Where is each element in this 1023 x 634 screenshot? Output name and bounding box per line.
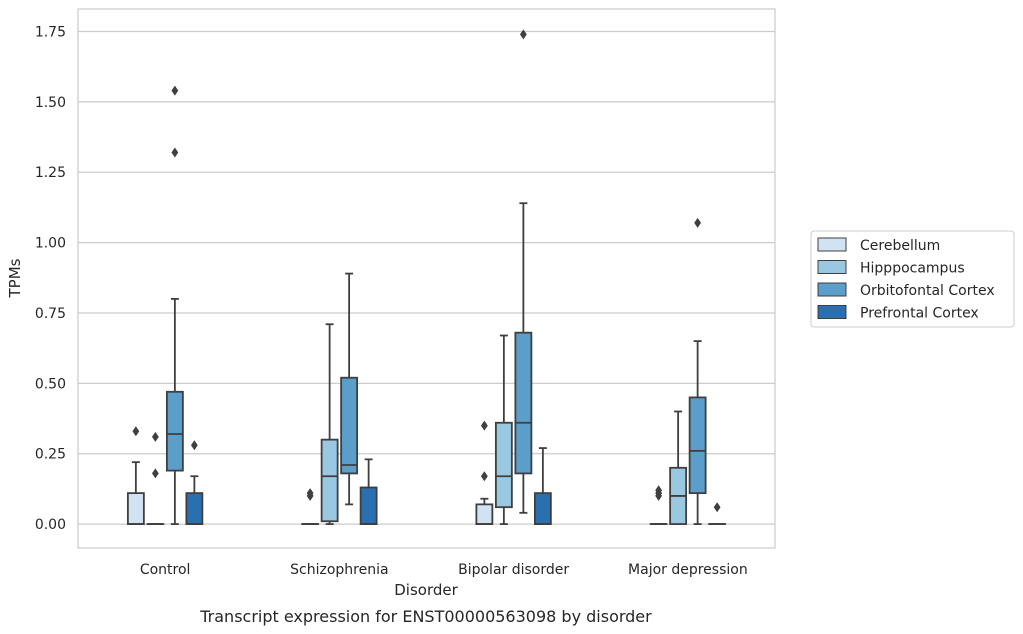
- y-axis-label: TPMs: [6, 258, 24, 298]
- box-prefrontal-cortex-major-depression: [708, 502, 727, 525]
- box-iqr: [359, 486, 378, 525]
- y-tick-label: 0.25: [35, 447, 66, 463]
- legend-label-cerebellum: Cerebellum: [860, 238, 940, 254]
- box-prefrontal-cortex-control: [185, 440, 204, 525]
- x-axis-ticks: Control Schizophrenia Bipolar disorder Majo…: [140, 562, 748, 578]
- y-tick-label: 0.75: [35, 306, 66, 322]
- outlier-point: [655, 485, 663, 496]
- box-iqr: [320, 438, 339, 523]
- box-orbitofontal-cortex-control: [165, 85, 184, 525]
- box-hipppocampus-schizophrenia: [320, 323, 339, 525]
- legend-swatch-orbitofontal-cortex: [817, 282, 847, 297]
- box-iqr: [494, 421, 513, 509]
- y-tick-label: 1.25: [35, 165, 66, 181]
- outlier-point: [713, 502, 721, 513]
- box-cerebellum-bipolar-disorder: [475, 420, 494, 525]
- box-iqr: [514, 331, 533, 475]
- outlier-point: [519, 29, 527, 40]
- y-tick-label: 1.50: [35, 95, 66, 111]
- outlier-point: [171, 147, 179, 158]
- y-tick-label: 0.00: [35, 517, 66, 533]
- box-orbitofontal-cortex-bipolar-disorder: [514, 29, 533, 514]
- outlier-point: [480, 471, 488, 482]
- x-tick-label: Major depression: [628, 562, 748, 578]
- legend-swatch-hipppocampus: [817, 260, 847, 274]
- box-cerebellum-major-depression: [649, 485, 668, 525]
- outlier-point: [151, 431, 159, 442]
- x-tick-label: Schizophrenia: [290, 562, 388, 578]
- box-hipppocampus-major-depression: [669, 410, 688, 525]
- x-tick-label: Bipolar disorder: [458, 562, 569, 578]
- legend-frame: [810, 230, 1015, 328]
- box-iqr: [165, 390, 184, 472]
- box-iqr: [475, 503, 494, 525]
- outlier-point: [171, 85, 179, 96]
- legend-label-orbitofontal-cortex: Orbitofontal Cortex: [860, 283, 995, 299]
- legend-label-hipppocampus: Hipppocampus: [860, 261, 965, 277]
- outlier-point: [306, 488, 314, 499]
- gridlines: [78, 30, 775, 525]
- box-prefrontal-cortex-schizophrenia: [359, 458, 378, 525]
- box-iqr: [533, 492, 552, 525]
- box-iqr: [688, 396, 707, 495]
- box-cerebellum-schizophrenia: [301, 488, 320, 525]
- outlier-point: [694, 217, 702, 228]
- legend-label-prefrontal-cortex: Prefrontal Cortex: [860, 306, 979, 322]
- box-iqr: [185, 492, 204, 525]
- x-tick-label: Control: [140, 562, 191, 578]
- y-tick-label: 1.75: [35, 25, 66, 41]
- outlier-point: [190, 440, 198, 451]
- legend-swatch-prefrontal-cortex: [817, 305, 847, 319]
- box-plot-marks: [126, 29, 727, 525]
- plot-area-frame: [77, 8, 776, 549]
- box-prefrontal-cortex-bipolar-disorder: [533, 447, 552, 525]
- legend-swatch-cerebellum: [817, 237, 847, 252]
- box-orbitofontal-cortex-schizophrenia: [340, 272, 359, 506]
- box-orbitofontal-cortex-major-depression: [688, 217, 707, 525]
- box-hipppocampus-control: [146, 431, 165, 525]
- box-iqr: [126, 492, 145, 525]
- y-axis-ticks: 0.00 0.25 0.50 0.75 1.00 1.25 1.50 1.75: [35, 25, 66, 534]
- box-cerebellum-control: [126, 426, 145, 525]
- outlier-point: [132, 426, 140, 437]
- y-tick-label: 0.50: [35, 376, 66, 392]
- outlier-point: [480, 420, 488, 431]
- legend: Cerebellum Hipppocampus Orbitofontal Corte…: [810, 230, 1015, 328]
- outlier-point: [151, 468, 159, 479]
- box-hipppocampus-bipolar-disorder: [494, 334, 513, 525]
- x-axis-label: Disorder: [394, 581, 458, 599]
- chart-caption: Transcript expression for ENST0000056309…: [199, 607, 652, 626]
- box-iqr: [340, 376, 359, 475]
- y-tick-label: 1.00: [35, 236, 66, 252]
